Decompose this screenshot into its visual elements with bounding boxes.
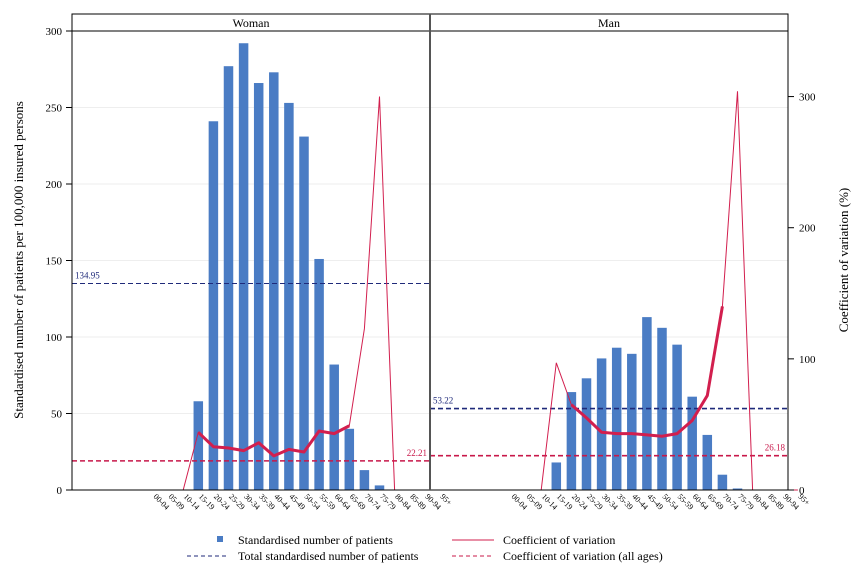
x-tick-label: 85-89	[408, 492, 428, 512]
cv-line-thick-woman	[197, 424, 350, 458]
bar-woman-75-79	[374, 485, 385, 490]
bar-man-30-34	[596, 358, 607, 490]
total-patients-label-man: 53.22	[433, 396, 453, 406]
bar-man-40-44	[627, 353, 637, 490]
bar-man-35-39	[611, 347, 622, 490]
x-tick-label: 65-69	[348, 492, 368, 512]
x-tick-label: 25-29	[585, 492, 605, 512]
x-tick-label: 20-24	[212, 492, 232, 512]
bar-woman-30-34	[238, 43, 249, 491]
x-tick-label: 45-49	[287, 492, 307, 512]
x-tick-label: 10-14	[182, 492, 202, 512]
y-right-tick-label: 200	[799, 223, 816, 235]
y-left-tick-label: 200	[46, 179, 63, 191]
cv-all-label-man: 26.18	[765, 443, 786, 453]
bar-man-25-29	[581, 378, 592, 490]
bar-woman-15-19	[193, 401, 204, 490]
x-tick-label: 65-69	[706, 492, 726, 512]
x-tick-label: 60-64	[691, 492, 711, 512]
x-tick-label: 80-84	[751, 492, 771, 512]
y-axis-right-label: Coefficient of variation (%)	[836, 188, 851, 333]
bar-woman-20-24	[208, 121, 219, 491]
y-axis-left-label: Standardised number of patients per 100,…	[11, 101, 26, 419]
x-tick-label: 60-64	[333, 492, 353, 512]
legend-label-cv: Coefficient of variation	[503, 533, 615, 547]
x-tick-label: 00-04	[510, 492, 530, 512]
bar-man-45-49	[642, 317, 652, 490]
x-tick-label: 00-04	[152, 492, 172, 512]
x-tick-label: 85-89	[766, 492, 786, 512]
legend-label-cv-all: Coefficient of variation (all ages)	[503, 549, 663, 563]
x-tick-label: 55-59	[318, 492, 338, 512]
bar-man-55-59	[672, 344, 682, 490]
x-tick-label: 25-29	[227, 492, 247, 512]
bar-woman-55-59	[314, 258, 324, 490]
cv-line-thick-man	[570, 306, 724, 438]
bar-woman-35-39	[253, 83, 264, 491]
x-tick-label: 10-14	[540, 492, 560, 512]
legend-label-patients: Standardised number of patients	[238, 533, 393, 547]
bar-man-70-74	[717, 474, 728, 490]
x-tick-label: 50-54	[303, 492, 323, 512]
bar-woman-60-64	[329, 364, 339, 490]
x-tick-label: 70-74	[721, 492, 741, 512]
bar-woman-65-69	[344, 428, 355, 490]
x-tick-label: 30-34	[600, 492, 620, 512]
bar-man-15-19	[551, 462, 562, 490]
bar-woman-70-74	[359, 470, 370, 490]
x-tick-label: 75-79	[378, 492, 398, 512]
legend-swatch-patients	[217, 536, 223, 542]
bar-man-20-24	[566, 392, 577, 490]
y-left-tick-label: 0	[57, 485, 63, 497]
x-tick-label: 35-39	[615, 492, 635, 512]
bar-woman-50-54	[299, 136, 309, 490]
x-tick-label: 05-09	[167, 492, 187, 512]
bars	[193, 43, 743, 491]
bar-man-65-69	[702, 434, 713, 490]
bar-woman-40-44	[269, 72, 279, 490]
y-left-tick-label: 150	[46, 256, 63, 268]
x-tick-label: 20-24	[570, 492, 590, 512]
y-left-tick-label: 50	[51, 409, 63, 421]
y-right-tick-label: 300	[799, 92, 816, 104]
x-tick-label: 05-09	[525, 492, 545, 512]
y-left-tick-label: 100	[46, 332, 63, 344]
x-tick-label: 40-44	[272, 492, 292, 512]
x-tick-label: 45-49	[645, 492, 665, 512]
x-tick-label: 80-84	[393, 492, 413, 512]
x-tick-label: 70-74	[363, 492, 383, 512]
bar-man-60-64	[687, 396, 697, 490]
y-right-tick-label: 0	[799, 485, 805, 497]
x-tick-label: 75-79	[736, 492, 756, 512]
total-patients-label-woman: 134.95	[75, 271, 100, 281]
y-left-tick-label: 250	[46, 103, 63, 115]
x-tick-label: 15-19	[197, 492, 217, 512]
panel-title-man: Man	[598, 16, 620, 30]
x-tick-label: 40-44	[630, 492, 650, 512]
x-tick-label: 55-59	[676, 492, 696, 512]
cv-line-thin-man	[511, 91, 798, 491]
bar-woman-45-49	[284, 102, 294, 490]
x-tick-label: 35-39	[257, 492, 277, 512]
x-tick-label: 50-54	[661, 492, 681, 512]
legend: Standardised number of patients Coeffici…	[187, 533, 663, 563]
bar-man-75-79	[732, 488, 743, 490]
y-right-tick-label: 100	[799, 354, 816, 366]
x-tick-label: 30-34	[242, 492, 262, 512]
x-tick-label: 15-19	[555, 492, 575, 512]
cv-lines	[153, 91, 798, 491]
panel-title-woman: Woman	[232, 16, 269, 30]
legend-label-total: Total standardised number of patients	[238, 549, 419, 563]
reference-lines: 134.95 22.21 53.22 26.18	[72, 271, 788, 462]
cv-all-label-woman: 22.21	[407, 448, 427, 458]
x-tick-label: 90-94	[423, 492, 443, 512]
bar-woman-25-29	[223, 66, 234, 490]
y-left-tick-label: 300	[46, 26, 63, 38]
